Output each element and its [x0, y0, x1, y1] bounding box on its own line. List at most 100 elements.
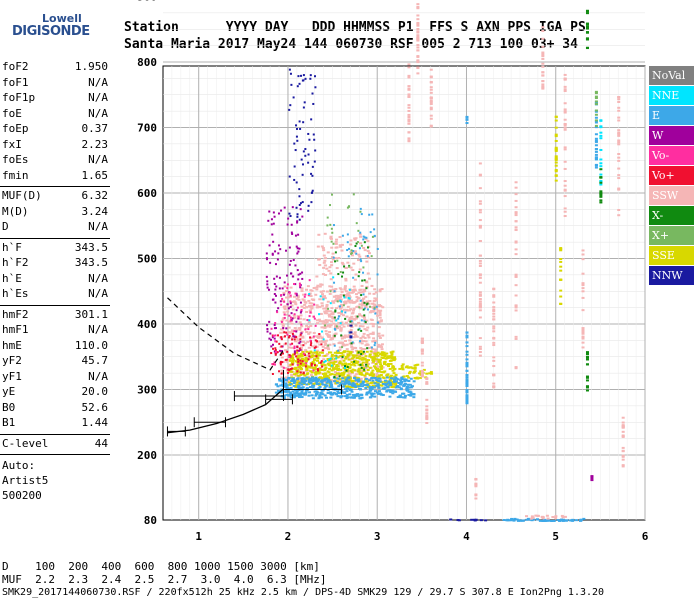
echo-point-nnw — [288, 108, 291, 111]
echo-point-sse — [554, 170, 558, 173]
echo-point-e — [405, 389, 409, 392]
echo-point-ssw — [351, 311, 355, 314]
echo-point-ssw — [292, 295, 296, 298]
echo-point-sse — [419, 370, 423, 373]
echo-point-ssw — [420, 352, 424, 355]
echo-point-nne — [599, 183, 603, 186]
echo-point-e — [388, 395, 392, 398]
echo-point-w — [278, 276, 281, 279]
echo-point-sse — [357, 368, 361, 371]
echo-point-nnw — [311, 191, 314, 194]
echo-point-e — [370, 388, 374, 391]
echo-point-ssw — [333, 371, 337, 374]
echo-point-ssw — [560, 514, 564, 517]
echo-point-e — [310, 376, 314, 379]
echo-point-ssw — [287, 331, 291, 334]
echo-point-w — [265, 252, 268, 255]
echo-point-sse — [554, 174, 558, 177]
echo-point-sse — [303, 362, 307, 365]
echo-point-nne — [599, 148, 603, 151]
echo-point-e — [366, 254, 369, 257]
echo-point-w — [298, 342, 301, 345]
echo-point-ssw — [514, 206, 518, 209]
echo-point-x — [343, 265, 346, 268]
echo-point-ssw — [563, 184, 567, 187]
echo-point-ssw — [334, 325, 338, 328]
echo-point-w — [272, 222, 275, 225]
echo-point-ssw — [315, 341, 319, 344]
echo-point-ssw — [621, 449, 625, 452]
echo-point-ssw — [365, 300, 369, 303]
echo-point-w — [295, 294, 298, 297]
echo-point-sse — [363, 380, 367, 383]
x-tick-label: 6 — [642, 530, 649, 543]
echo-point-ssw — [617, 153, 621, 156]
echo-point-ssw — [617, 109, 621, 112]
echo-point-sse — [394, 384, 398, 387]
echo-point-vo — [296, 349, 299, 352]
echo-point-x — [340, 334, 343, 337]
echo-point-sse — [358, 357, 362, 360]
echo-point-ssw — [319, 283, 323, 286]
echo-point-w — [272, 298, 275, 301]
echo-point-ssw — [617, 174, 621, 177]
echo-point-w — [299, 272, 302, 275]
echo-point-sse — [369, 350, 373, 353]
echo-point-ssw — [621, 430, 625, 433]
param-key: foF2 — [2, 60, 29, 73]
echo-point-sse — [355, 361, 359, 364]
echo-point-e — [354, 393, 358, 396]
echo-point-sse — [343, 368, 347, 371]
echo-point-e — [289, 396, 293, 399]
echo-point-sse — [307, 365, 311, 368]
echo-point-w — [297, 278, 300, 281]
echo-point-ssw — [563, 73, 567, 76]
echo-point-ssw — [429, 108, 433, 111]
echo-point-ssw — [331, 311, 335, 314]
echo-point-sse — [329, 351, 333, 354]
echo-point-vo — [316, 369, 319, 372]
echo-point-ssw — [337, 321, 341, 324]
echo-point-ssw — [420, 369, 424, 372]
echo-point-ssw — [329, 272, 333, 275]
echo-point-ssw — [561, 516, 565, 519]
echo-point-ssw — [297, 327, 301, 330]
echo-point-ssw — [324, 339, 328, 342]
echo-point-ssw — [416, 23, 420, 26]
echo-point-ssw — [316, 284, 320, 287]
echo-point-ssw — [323, 343, 327, 346]
echo-point-sse — [380, 356, 384, 359]
echo-point-sse — [377, 376, 381, 379]
echo-point-ssw — [335, 246, 339, 249]
echo-point-e — [348, 388, 352, 391]
echo-point-ssw — [375, 297, 379, 300]
echo-point-ssw — [343, 285, 347, 288]
echo-point-sse — [336, 365, 340, 368]
echo-point-ssw — [364, 302, 368, 305]
echo-point-ssw — [321, 339, 325, 342]
echo-point-ssw — [308, 305, 312, 308]
echo-point-ssw — [343, 294, 347, 297]
echo-point-sse — [343, 362, 347, 365]
echo-point-sse — [328, 373, 332, 376]
echo-point-x — [358, 306, 361, 309]
echo-point-ssw — [377, 345, 381, 348]
echo-point-ssw — [326, 300, 330, 303]
echo-point-nnw — [297, 75, 300, 78]
echo-point-vo — [286, 333, 289, 336]
echo-point-sse — [366, 380, 370, 383]
echo-point-e — [315, 381, 319, 384]
echo-point-ssw — [364, 255, 368, 258]
echo-point-x — [599, 201, 603, 204]
echo-point-w — [277, 307, 280, 310]
echo-point-e — [352, 250, 355, 253]
echo-point-e — [300, 396, 304, 399]
echo-point-ssw — [338, 346, 342, 349]
echo-point-ssw — [298, 321, 302, 324]
echo-point-x — [342, 304, 345, 307]
echo-point-e — [385, 376, 389, 379]
echo-point-e — [346, 241, 349, 244]
echo-point-ssw — [327, 348, 331, 351]
echo-point-ssw — [285, 296, 289, 299]
